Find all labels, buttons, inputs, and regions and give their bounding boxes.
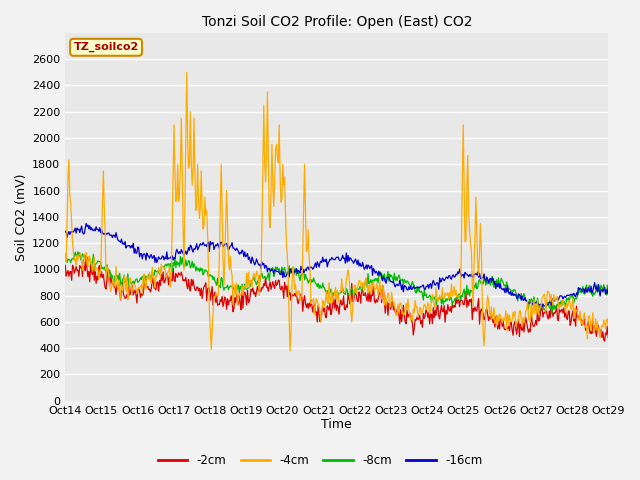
-16cm	[538, 304, 546, 310]
-4cm	[426, 311, 433, 317]
-4cm	[286, 348, 294, 354]
-8cm	[471, 285, 479, 290]
-4cm	[157, 261, 165, 267]
-8cm	[308, 277, 316, 283]
Legend: -2cm, -4cm, -8cm, -16cm: -2cm, -4cm, -8cm, -16cm	[153, 449, 487, 472]
-8cm	[74, 249, 82, 255]
-4cm	[309, 298, 317, 304]
-16cm	[471, 271, 479, 277]
-2cm	[471, 304, 479, 310]
-4cm	[61, 251, 69, 256]
-2cm	[425, 310, 433, 315]
-8cm	[202, 267, 210, 273]
-16cm	[604, 285, 612, 291]
Text: TZ_soilco2: TZ_soilco2	[74, 42, 139, 52]
-2cm	[308, 302, 316, 308]
Line: -8cm: -8cm	[65, 252, 608, 314]
-2cm	[202, 280, 210, 286]
Line: -2cm: -2cm	[65, 258, 608, 341]
-4cm	[183, 70, 191, 75]
-8cm	[159, 264, 166, 269]
-4cm	[202, 212, 210, 217]
-4cm	[383, 295, 391, 301]
-8cm	[548, 311, 556, 317]
-2cm	[61, 263, 69, 268]
Line: -16cm: -16cm	[65, 224, 608, 307]
Line: -4cm: -4cm	[65, 72, 608, 351]
-16cm	[83, 221, 90, 227]
Title: Tonzi Soil CO2 Profile: Open (East) CO2: Tonzi Soil CO2 Profile: Open (East) CO2	[202, 15, 472, 29]
-16cm	[308, 264, 316, 270]
-2cm	[83, 255, 90, 261]
-16cm	[425, 286, 433, 291]
Y-axis label: Soil CO2 (mV): Soil CO2 (mV)	[15, 173, 28, 261]
-16cm	[159, 253, 166, 259]
-2cm	[601, 338, 609, 344]
-8cm	[425, 294, 433, 300]
-8cm	[604, 291, 612, 297]
-4cm	[604, 324, 612, 330]
X-axis label: Time: Time	[321, 419, 352, 432]
-4cm	[472, 194, 480, 200]
-2cm	[604, 335, 612, 341]
-2cm	[159, 278, 166, 284]
-16cm	[202, 242, 210, 248]
-2cm	[382, 300, 390, 305]
-8cm	[382, 275, 390, 281]
-16cm	[382, 280, 390, 286]
-16cm	[61, 228, 69, 234]
-8cm	[61, 257, 69, 263]
